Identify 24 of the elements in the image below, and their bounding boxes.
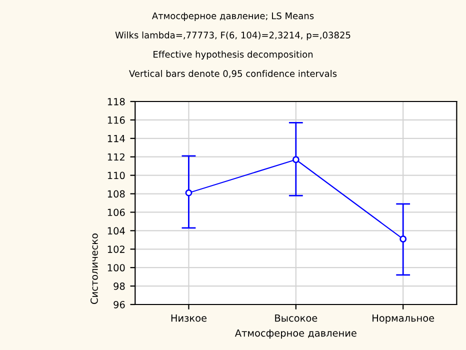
y-tick-label: 102 bbox=[108, 246, 124, 253]
x-tick-label: Нормальное bbox=[372, 314, 434, 324]
point bbox=[400, 236, 407, 242]
point bbox=[185, 189, 192, 196]
y-tick-label: 104 bbox=[108, 227, 125, 235]
y-tick-label: 96 bbox=[114, 300, 125, 308]
x-tick-label: Низкое bbox=[171, 314, 207, 322]
y-tick-label: 118 bbox=[108, 98, 125, 106]
y-tick-label: 106 bbox=[108, 208, 125, 216]
point bbox=[292, 156, 300, 164]
y-axis-title: Систолическо bbox=[90, 234, 98, 304]
chart-title: Атмосферное давление; LS Means bbox=[152, 12, 314, 21]
y-tick-label: 116 bbox=[108, 116, 125, 124]
x-axis-title: Атмосферное давление bbox=[234, 329, 356, 339]
y-tick-label: 108 bbox=[108, 190, 125, 198]
y-tick-label: 98 bbox=[114, 282, 125, 290]
y-tick-label: 100 bbox=[108, 264, 125, 272]
x-tick-label: Высокое bbox=[275, 314, 318, 322]
y-tick-label: 114 bbox=[108, 135, 125, 142]
text: Vertical bars denote 0,95 confidence intervals bbox=[129, 70, 337, 78]
y-tick-label: 110 bbox=[108, 172, 125, 180]
text: Effective hypothesis decomposition bbox=[154, 50, 313, 60]
y-tick-label: 112 bbox=[108, 153, 124, 161]
chart-subtitle: Wilks lambda=,77773, F(6, 104)=2,3214, p=,03825 bbox=[115, 32, 350, 40]
